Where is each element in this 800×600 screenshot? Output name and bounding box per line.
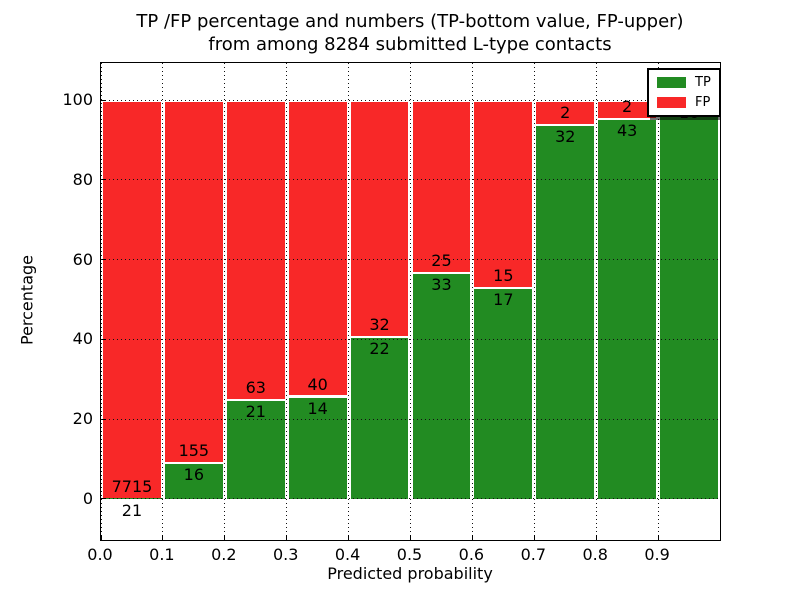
- gridline-vertical: [224, 63, 226, 540]
- gridline-vertical: [595, 63, 597, 540]
- legend: TP FP: [647, 68, 720, 117]
- chart-title-line1: TP /FP percentage and numbers (TP-bottom…: [136, 11, 684, 32]
- y-tick-label: 80: [72, 169, 93, 189]
- bar-segment-fp: [101, 100, 163, 498]
- bar-count-label-tp: 43: [616, 120, 638, 140]
- bar-segment-tp: [596, 117, 659, 499]
- bar-count-label-fp: 155: [178, 440, 210, 460]
- y-tickmark: [101, 99, 106, 101]
- x-tick-label: 0.6: [458, 545, 485, 564]
- x-tickmark: [533, 535, 535, 540]
- gridline-vertical: [410, 63, 411, 540]
- x-tick-label: 0.3: [272, 545, 299, 564]
- bar-count-label-fp: 7715: [111, 476, 153, 496]
- bar-segment-fp: [348, 100, 411, 337]
- y-tickmark: [101, 259, 106, 261]
- bar-segment-tp: [101, 497, 163, 499]
- x-tick-label: 0.5: [396, 545, 423, 564]
- legend-entry-tp: TP: [657, 76, 711, 89]
- x-tickmark: [595, 535, 597, 540]
- bar-count-label-tp: 21: [121, 500, 143, 520]
- bar-segment-tp: [410, 271, 473, 499]
- gridline-horizontal: [101, 259, 720, 261]
- bar-count-label-tp: 21: [245, 402, 266, 422]
- bar-count-label-fp: 40: [307, 374, 328, 394]
- bar-segment-tp: [534, 123, 597, 499]
- x-tickmark: [286, 535, 288, 540]
- gridline-vertical: [162, 63, 164, 540]
- bar-count-label-tp: 16: [183, 464, 205, 484]
- x-tick-label: 0.7: [520, 545, 547, 564]
- x-tickmark: [162, 535, 164, 540]
- y-tickmark: [101, 338, 106, 340]
- bar-segment-tp: [286, 395, 349, 499]
- legend-swatch-fp-icon: [657, 97, 686, 108]
- chart-title: TP /FP percentage and numbers (TP-bottom…: [100, 10, 720, 56]
- plot-area: 771521155166321401432222533151723224316T…: [100, 62, 721, 541]
- legend-label: FP: [695, 95, 711, 110]
- x-axis-label: Predicted probability: [327, 564, 493, 583]
- gridline-vertical: [657, 63, 659, 540]
- gridline-horizontal: [101, 99, 720, 101]
- x-tickmark: [348, 535, 350, 540]
- y-tickmark: [101, 179, 106, 181]
- gridline-horizontal: [101, 498, 720, 500]
- bar-count-label-fp: 2: [622, 96, 633, 116]
- bar-segment-tp: [162, 461, 225, 499]
- legend-label: TP: [695, 75, 711, 90]
- y-tick-label: 40: [72, 329, 93, 349]
- legend-swatch-tp-icon: [657, 77, 686, 88]
- x-tickmark: [101, 535, 102, 540]
- x-tickmark: [410, 535, 411, 540]
- bar-count-label-fp: 2: [560, 102, 571, 122]
- bar-segment-fp: [410, 100, 473, 272]
- bar-count-label-fp: 32: [369, 315, 390, 335]
- bar-segment-fp: [472, 100, 535, 287]
- bar-count-label-fp: 25: [431, 250, 452, 270]
- gridline-vertical: [533, 63, 535, 540]
- gridline-vertical: [348, 63, 350, 540]
- x-tick-label: 0.4: [334, 545, 361, 564]
- x-tickmark: [224, 535, 226, 540]
- bar-segment-tp: [348, 336, 411, 499]
- y-tickmark: [101, 418, 106, 420]
- y-tick-label: 0: [82, 488, 93, 508]
- chart-title-line2: from among 8284 submitted L-type contact…: [208, 34, 612, 55]
- bar-segment-tp: [472, 287, 535, 499]
- x-tick-label: 0.2: [211, 545, 237, 564]
- y-tick-label: 20: [72, 409, 93, 429]
- x-tick-label: 0.9: [644, 545, 670, 564]
- bar-count-label-tp: 14: [307, 398, 328, 418]
- y-tick-label: 60: [72, 249, 93, 269]
- x-tickmark: [657, 535, 659, 540]
- bar-segment-tp: [658, 100, 720, 499]
- x-tickmark: [471, 535, 473, 540]
- y-axis-label: Percentage: [17, 254, 37, 346]
- bar-count-label-tp: 17: [493, 290, 514, 310]
- gridline-vertical: [719, 63, 720, 540]
- bar-count-label-tp: 33: [431, 274, 452, 294]
- gridline-horizontal: [101, 179, 720, 181]
- gridline-vertical: [286, 63, 288, 540]
- bar-count-label-tp: 22: [369, 339, 390, 359]
- bar-segment-fp: [162, 100, 225, 462]
- gridline-vertical: [101, 63, 102, 540]
- bar-count-label-tp: 32: [555, 126, 576, 146]
- bar-segment-fp: [534, 100, 597, 124]
- gridline-horizontal: [101, 338, 720, 340]
- gridline-horizontal: [101, 418, 720, 420]
- bar-segment-fp: [224, 100, 287, 400]
- x-tick-label: 0.1: [149, 545, 175, 564]
- bar-count-label-fp: 63: [245, 378, 266, 398]
- bar-segment-fp: [286, 100, 349, 396]
- x-tick-label: 0.0: [87, 545, 113, 564]
- x-tick-label: 0.8: [582, 545, 608, 564]
- gridline-vertical: [471, 63, 473, 540]
- bar-count-label-fp: 15: [493, 266, 514, 286]
- y-tick-label: 100: [62, 90, 93, 110]
- legend-entry-fp: FP: [657, 96, 711, 109]
- bar-segment-tp: [224, 399, 287, 499]
- y-tickmark: [101, 498, 106, 500]
